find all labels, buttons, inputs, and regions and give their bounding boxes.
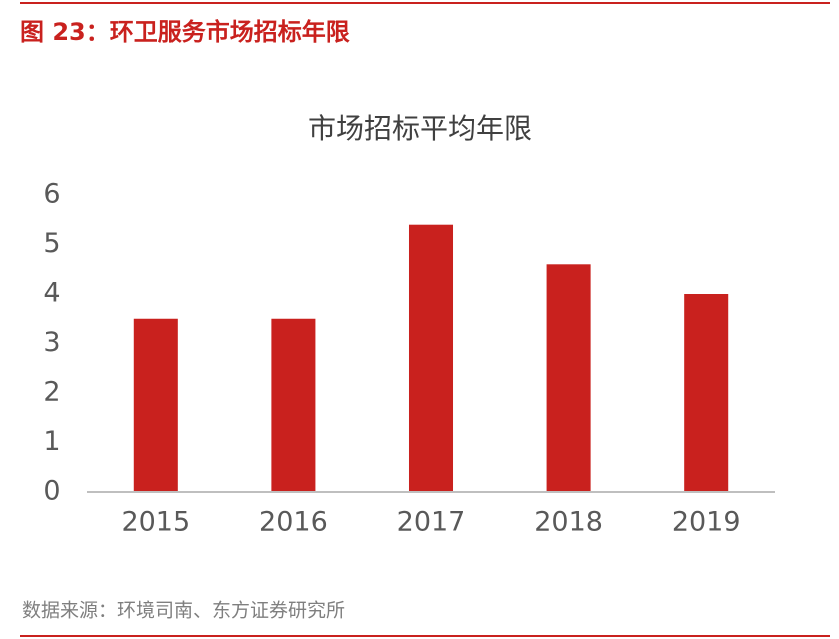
y-tick-label: 4: [43, 278, 60, 309]
bar: [133, 318, 178, 492]
bar: [684, 294, 729, 492]
y-tick-label: 5: [43, 228, 60, 259]
bar: [271, 318, 316, 492]
chart-title: 市场招标平均年限: [308, 112, 532, 145]
y-tick-label: 2: [43, 377, 60, 408]
y-tick-label: 3: [43, 327, 60, 358]
bar: [546, 264, 591, 492]
bar: [408, 224, 454, 492]
y-tick-label: 0: [43, 476, 60, 507]
x-tick-label: 2018: [534, 507, 603, 538]
source-note: 数据来源：环境司南、东方证券研究所: [22, 600, 345, 622]
x-tick-label: 2019: [672, 507, 741, 538]
y-tick-label: 6: [43, 179, 60, 210]
x-tick-label: 2017: [397, 507, 466, 538]
figure-title: 图 23：环卫服务市场招标年限: [20, 18, 350, 46]
x-tick-label: 2015: [121, 507, 190, 538]
y-tick-label: 1: [43, 426, 60, 457]
x-tick-label: 2016: [259, 507, 328, 538]
